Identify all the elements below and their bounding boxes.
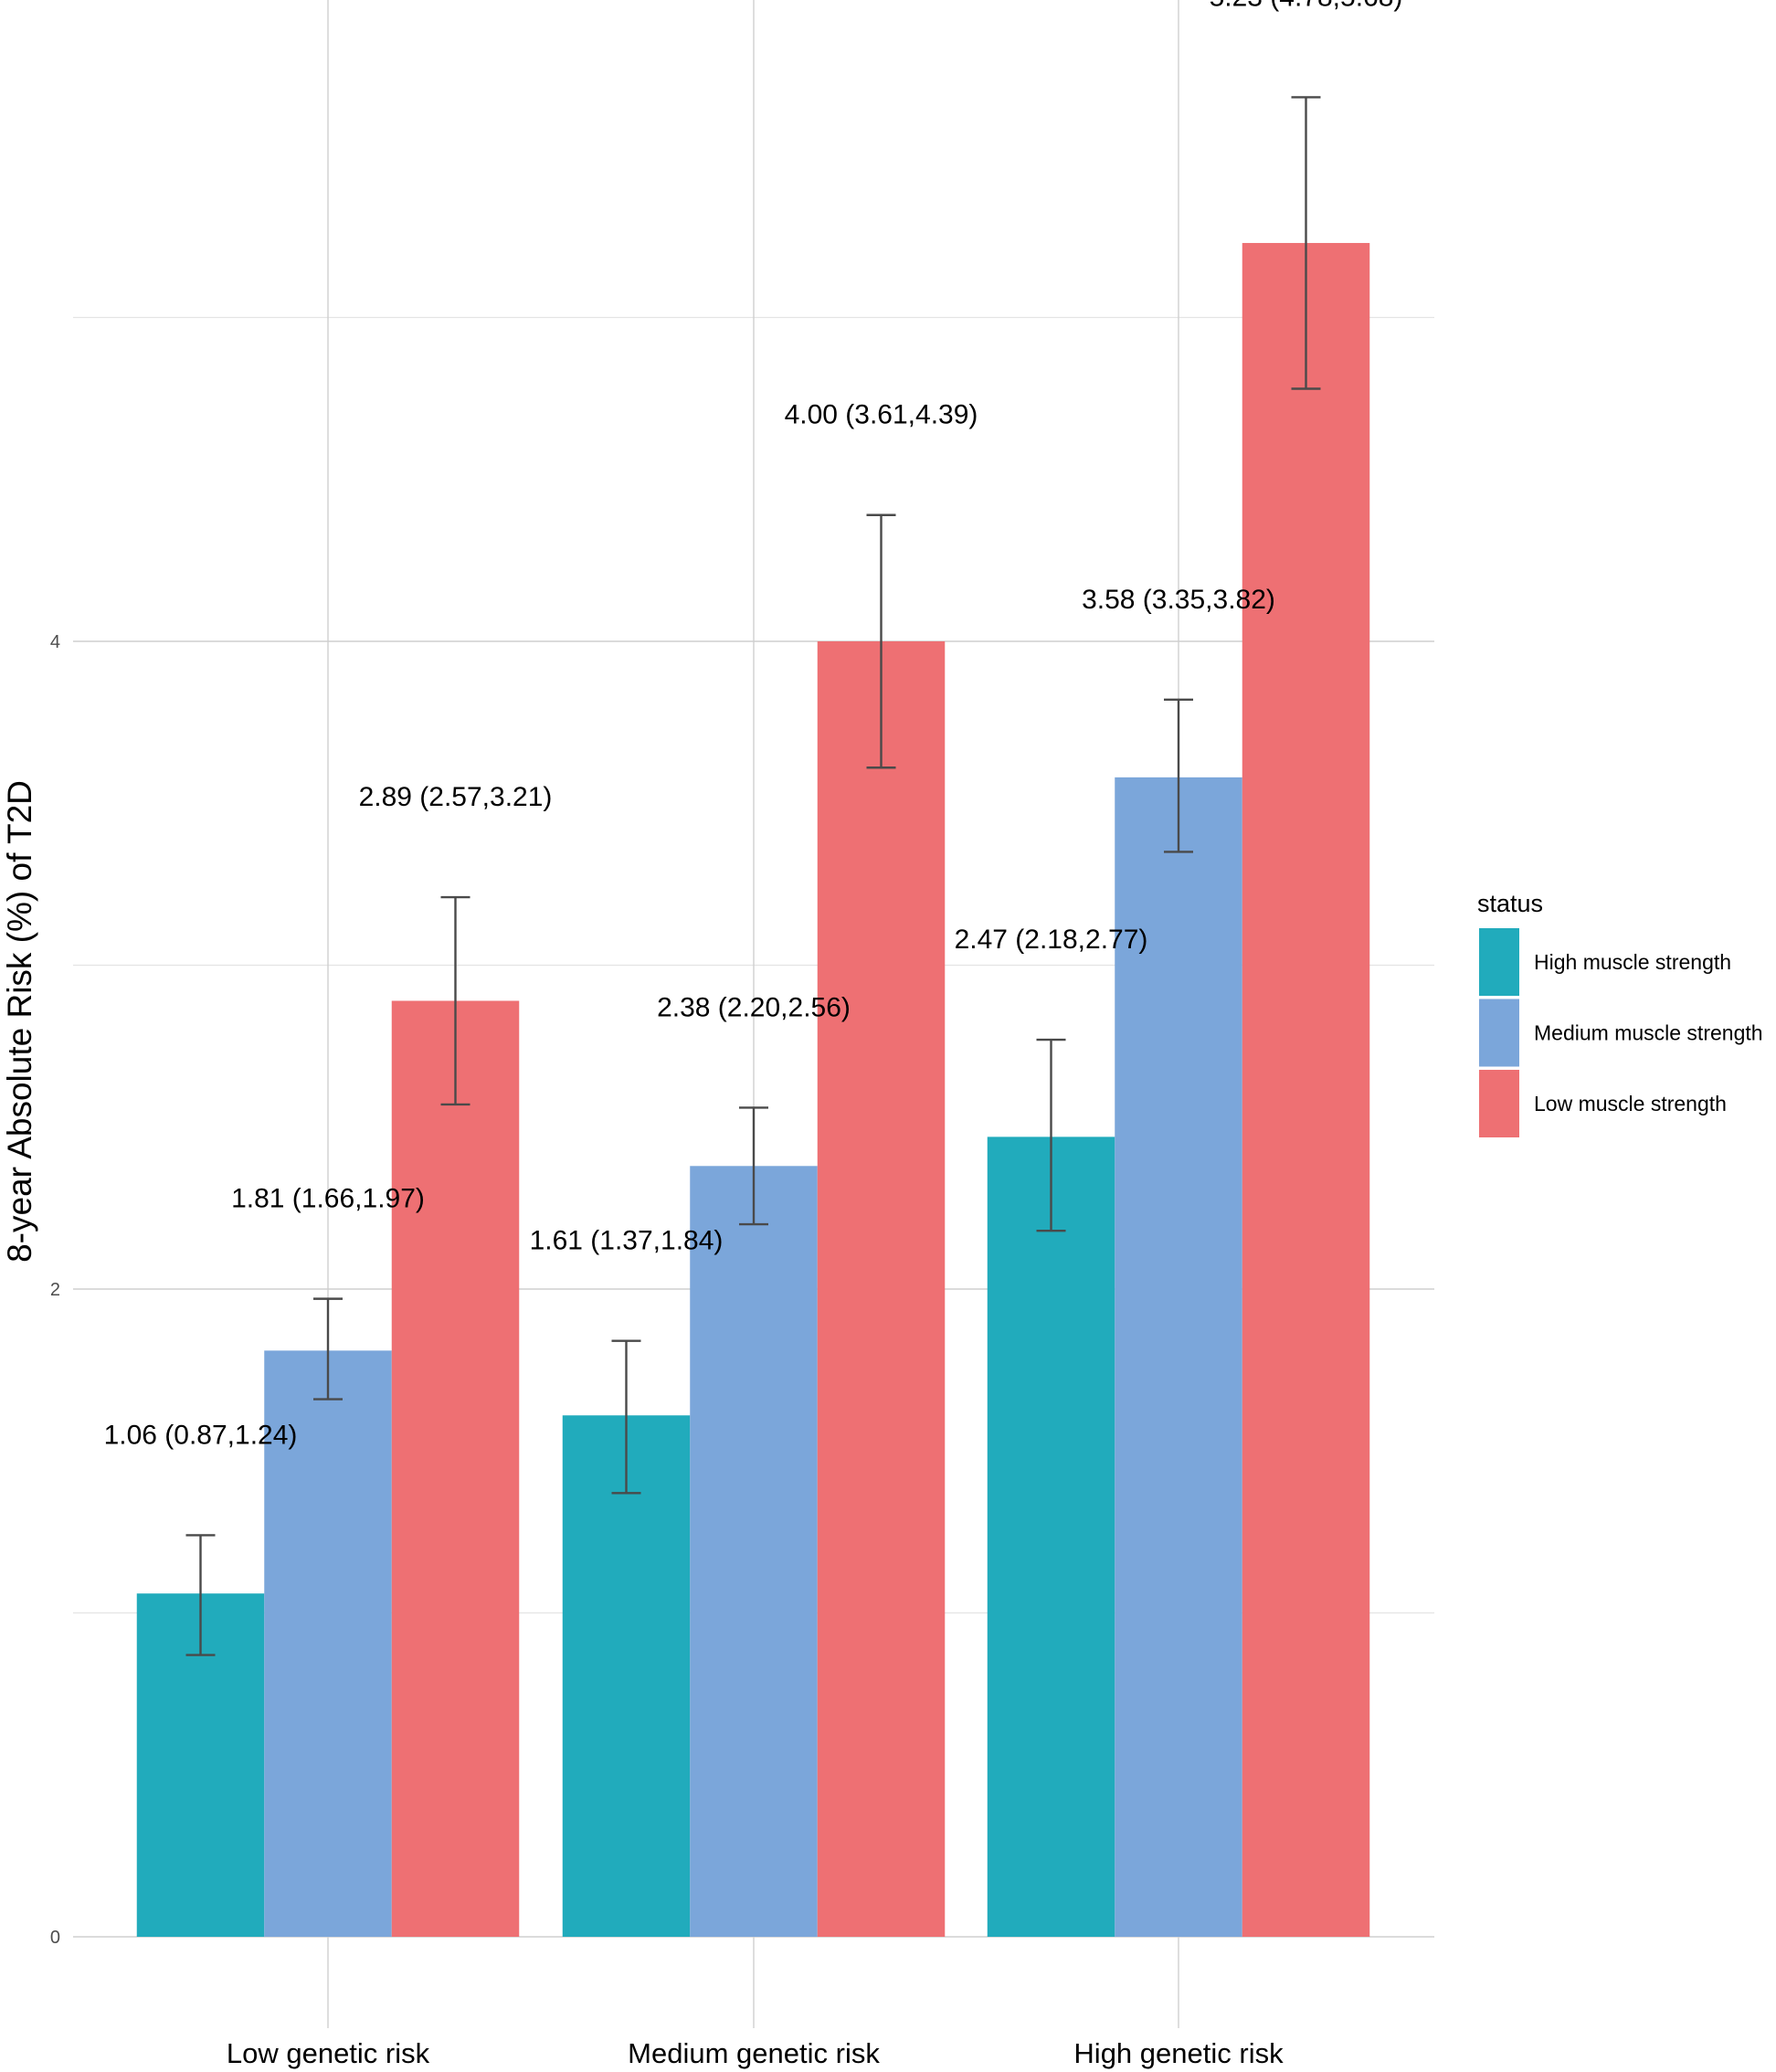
data-label: 5.23 (4.78,5.68) <box>1210 0 1403 12</box>
error-bars <box>185 96 1321 1656</box>
bar <box>562 1415 691 1937</box>
y-tick-label: 4 <box>50 632 60 652</box>
data-label: 2.38 (2.20,2.56) <box>657 992 851 1022</box>
bar <box>1242 242 1370 1938</box>
legend: status High muscle strength Medium muscle… <box>1477 890 1763 1137</box>
bar <box>817 641 946 1937</box>
legend-label: High muscle strength <box>1534 950 1731 974</box>
y-axis-ticks: 0 2 4 <box>50 632 60 1948</box>
y-axis-title: 8-year Absolute Risk (%) of T2D <box>1 780 38 1263</box>
legend-key <box>1479 1070 1519 1137</box>
data-label: 4.00 (3.61,4.39) <box>785 400 978 430</box>
x-axis-ticks: Low genetic risk Medium genetic risk High … <box>227 2037 1284 2069</box>
legend-label: Low muscle strength <box>1534 1092 1727 1115</box>
bars <box>136 242 1370 1938</box>
legend-key <box>1479 999 1519 1067</box>
data-label: 3.58 (3.35,3.82) <box>1082 585 1275 615</box>
x-tick-label: Medium genetic risk <box>628 2037 880 2069</box>
data-labels: 1.06 (0.87,1.24) 1.61 (1.37,1.84) 2.47 (2.… <box>104 0 1403 1450</box>
data-label: 1.81 (1.66,1.97) <box>231 1184 425 1214</box>
legend-title: status <box>1477 890 1543 917</box>
data-label: 2.47 (2.18,2.77) <box>955 925 1148 955</box>
bar <box>391 1000 520 1937</box>
bar <box>264 1350 392 1937</box>
y-tick-label: 0 <box>50 1928 60 1948</box>
bar <box>690 1166 818 1937</box>
legend-label: Medium muscle strength <box>1534 1021 1763 1045</box>
data-label: 2.89 (2.57,3.21) <box>359 782 553 812</box>
y-tick-label: 2 <box>50 1280 60 1300</box>
bar <box>1115 777 1242 1937</box>
x-tick-label: Low genetic risk <box>227 2037 430 2069</box>
legend-key <box>1479 928 1519 996</box>
bar <box>987 1136 1115 1937</box>
data-label: 1.61 (1.37,1.84) <box>530 1226 724 1256</box>
x-tick-label: High genetic risk <box>1073 2037 1284 2069</box>
data-label: 1.06 (0.87,1.24) <box>104 1420 298 1450</box>
